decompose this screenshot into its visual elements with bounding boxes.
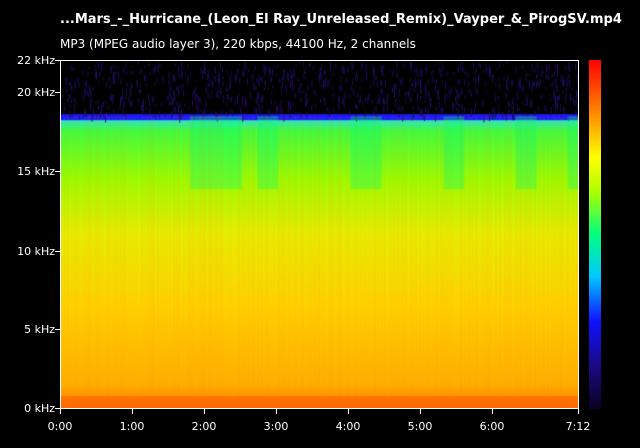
x-label-6: 6:00	[480, 420, 505, 433]
x-tick	[60, 409, 61, 414]
x-label-3: 3:00	[264, 420, 289, 433]
x-tick	[492, 409, 493, 414]
y-label-20: 20 kHz	[17, 86, 55, 99]
file-title: ...Mars_-_Hurricane_(Leon_El Ray_Unrelea…	[60, 12, 622, 27]
y-label-5: 5 kHz	[24, 323, 55, 336]
x-label-0: 0:00	[48, 420, 73, 433]
x-tick	[132, 409, 133, 414]
audio-info: MP3 (MPEG audio layer 3), 220 kbps, 4410…	[60, 37, 416, 51]
y-label-10: 10 kHz	[17, 245, 55, 258]
x-label-2: 2:00	[192, 420, 217, 433]
x-label-5: 5:00	[408, 420, 433, 433]
x-tick	[276, 409, 277, 414]
x-label-1: 1:00	[120, 420, 145, 433]
x-label-end: 7:12	[566, 420, 591, 433]
x-tick	[578, 409, 579, 414]
x-tick	[420, 409, 421, 414]
y-label-15: 15 kHz	[17, 165, 55, 178]
spectrogram-plot	[60, 60, 579, 409]
color-scale-bar	[589, 60, 601, 409]
x-tick	[348, 409, 349, 414]
x-tick	[204, 409, 205, 414]
x-label-4: 4:00	[336, 420, 361, 433]
spectrogram-canvas	[61, 61, 578, 408]
y-label-0: 0 kHz	[24, 402, 55, 415]
y-label-22: 22 kHz	[17, 54, 55, 67]
